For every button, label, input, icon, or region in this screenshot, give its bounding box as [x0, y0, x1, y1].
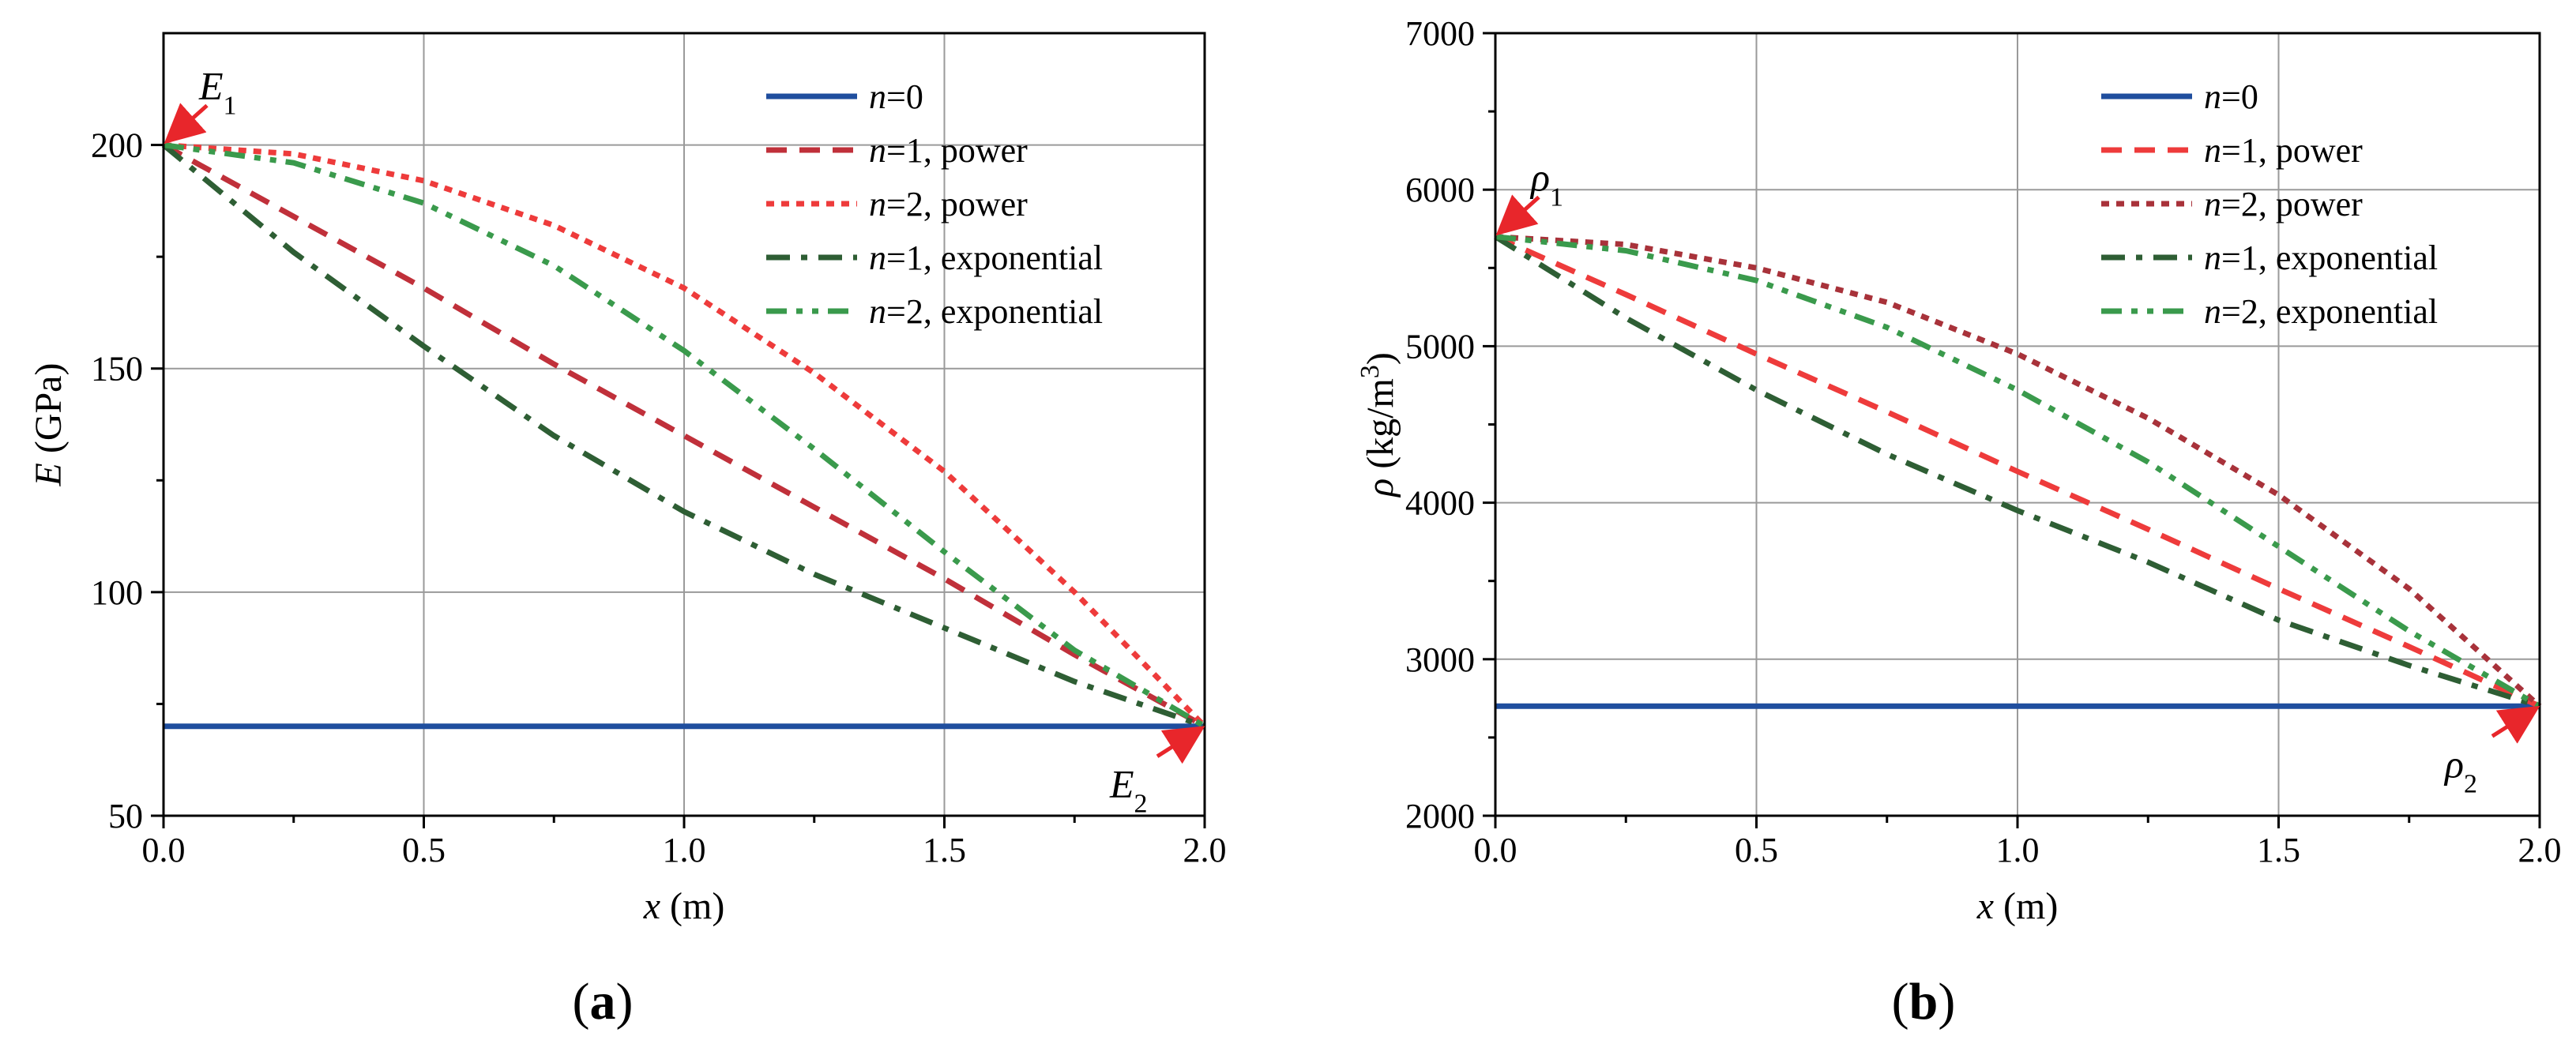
y-axis-label: ρ (kg/m3) [1356, 352, 1402, 498]
x-tick-label: 1.0 [663, 831, 706, 869]
legend-label-4: n=2, exponential [2204, 292, 2438, 331]
annotation-base: E [198, 64, 224, 108]
panel-label-open: ( [1892, 973, 1909, 1031]
panel-label: (b) [1892, 973, 1956, 1031]
y-tick-label: 100 [91, 573, 143, 612]
x-axis-label-unit: (m) [660, 885, 724, 927]
legend-label-2: n=2, power [2204, 185, 2363, 223]
annotation-1: ρ2 [2443, 742, 2477, 798]
annotation-arrow-1 [1156, 726, 1205, 764]
annotation-1: E2 [1109, 762, 1148, 819]
y-axis-label-var: E [28, 463, 70, 486]
y-axis-label-unit: (kg/m [1359, 378, 1401, 479]
legend-label-var: n [2204, 131, 2221, 170]
legend-label-rest: =2, exponential [886, 292, 1103, 331]
y-axis-label-unit: (GPa) [28, 363, 70, 464]
legend-label-rest: =1, exponential [2221, 238, 2438, 277]
annotation-subscript: 2 [1134, 789, 1148, 818]
annotation-arrow-1 [2491, 705, 2540, 744]
legend-label-var: n [869, 77, 886, 116]
panel-label-open: ( [573, 973, 590, 1031]
annotation-arrow-0 [1495, 194, 1540, 236]
legend-label-2: n=2, power [869, 185, 1028, 223]
x-axis-label-var: x [1976, 885, 1994, 927]
x-tick-label: 1.0 [1996, 831, 2040, 869]
annotation-subscript: 1 [1550, 182, 1563, 212]
annotation-0: E1 [198, 64, 237, 121]
legend-label-rest: =1, power [2221, 131, 2363, 170]
series-line-2 [163, 142, 1207, 729]
x-axis-label-var: x [643, 885, 660, 927]
y-tick-label: 2000 [1405, 797, 1475, 835]
legend-label-1: n=1, power [869, 131, 1028, 170]
annotation-base: ρ [2443, 742, 2464, 786]
series-line-3 [161, 142, 1206, 730]
y-axis-label-close: ) [1359, 352, 1401, 365]
y-axis-label-var: ρ [1359, 479, 1401, 498]
series-line-1 [1494, 234, 2541, 709]
legend-label-var: n [869, 185, 886, 223]
legend-label-rest: =1, exponential [886, 238, 1103, 277]
x-axis-label-unit: (m) [1994, 885, 2058, 927]
legend-label-rest: =1, power [886, 131, 1028, 170]
legend-label-3: n=1, exponential [869, 238, 1103, 277]
legend-label-4: n=2, exponential [869, 292, 1103, 331]
legend-label-rest: =2, power [2221, 185, 2363, 223]
x-tick-label: 0.5 [1735, 831, 1778, 869]
legend-label-var: n [2204, 238, 2221, 277]
y-tick-label: 7000 [1405, 14, 1475, 53]
y-tick-label: 6000 [1405, 171, 1475, 209]
chart-b: 0.0 0.5 1.0 1.5 2.0 2000 3000 4000 5000 6000 7000 x… [1356, 14, 2562, 1031]
legend-label-rest: =2, exponential [2221, 292, 2438, 331]
y-tick-label: 200 [91, 126, 143, 165]
x-tick-label: 0.5 [402, 831, 446, 869]
series-line-4 [1495, 234, 2541, 709]
x-tick-label: 0.0 [142, 831, 186, 869]
legend-label-0: n=0 [2204, 77, 2258, 116]
legend-label-rest: =2, power [886, 185, 1028, 223]
x-tick-label: 2.0 [1183, 831, 1227, 869]
x-tick-label: 1.5 [2257, 831, 2300, 869]
annotation-0: ρ1 [1529, 156, 1563, 212]
x-axis-label: x (m) [643, 885, 725, 927]
y-tick-label: 4000 [1405, 484, 1475, 523]
annotation-arrow-0 [164, 103, 209, 145]
legend-label-var: n [2204, 185, 2221, 223]
annotation-base: ρ [1529, 156, 1550, 200]
panel-label-close: ) [1938, 973, 1955, 1031]
y-axis-label: E (GPa) [28, 363, 70, 487]
legend-label-1: n=1, power [2204, 131, 2363, 170]
legend-label-var: n [869, 238, 886, 277]
panel-label-letter: a [590, 973, 616, 1031]
legend-label-rest: =0 [886, 77, 923, 116]
panel-label-close: ) [616, 973, 634, 1031]
annotation-subscript: 2 [2464, 769, 2477, 798]
legend-label-var: n [869, 292, 886, 331]
x-tick-label: 2.0 [2518, 831, 2562, 869]
annotation-subscript: 1 [224, 91, 237, 120]
y-tick-label: 150 [91, 350, 143, 389]
x-tick-label: 0.0 [1474, 831, 1517, 869]
x-tick-label: 1.5 [923, 831, 966, 869]
legend-label-var: n [2204, 77, 2221, 116]
series-line-4 [163, 142, 1206, 729]
x-axis-label: x (m) [1976, 885, 2059, 927]
y-tick-label: 3000 [1405, 640, 1475, 679]
legend-label-3: n=1, exponential [2204, 238, 2438, 277]
y-axis-label-superscript: 3 [1356, 365, 1385, 378]
panel-label-letter: b [1909, 973, 1939, 1031]
y-tick-label: 5000 [1405, 327, 1475, 366]
series-line-3 [1494, 234, 2541, 709]
y-tick-label: 50 [108, 797, 143, 835]
legend-label-var: n [2204, 292, 2221, 331]
annotation-base: E [1109, 762, 1134, 806]
legend-label-rest: =0 [2221, 77, 2258, 116]
legend-label-0: n=0 [869, 77, 923, 116]
panel-label: (a) [573, 973, 634, 1031]
legend-label-var: n [869, 131, 886, 170]
